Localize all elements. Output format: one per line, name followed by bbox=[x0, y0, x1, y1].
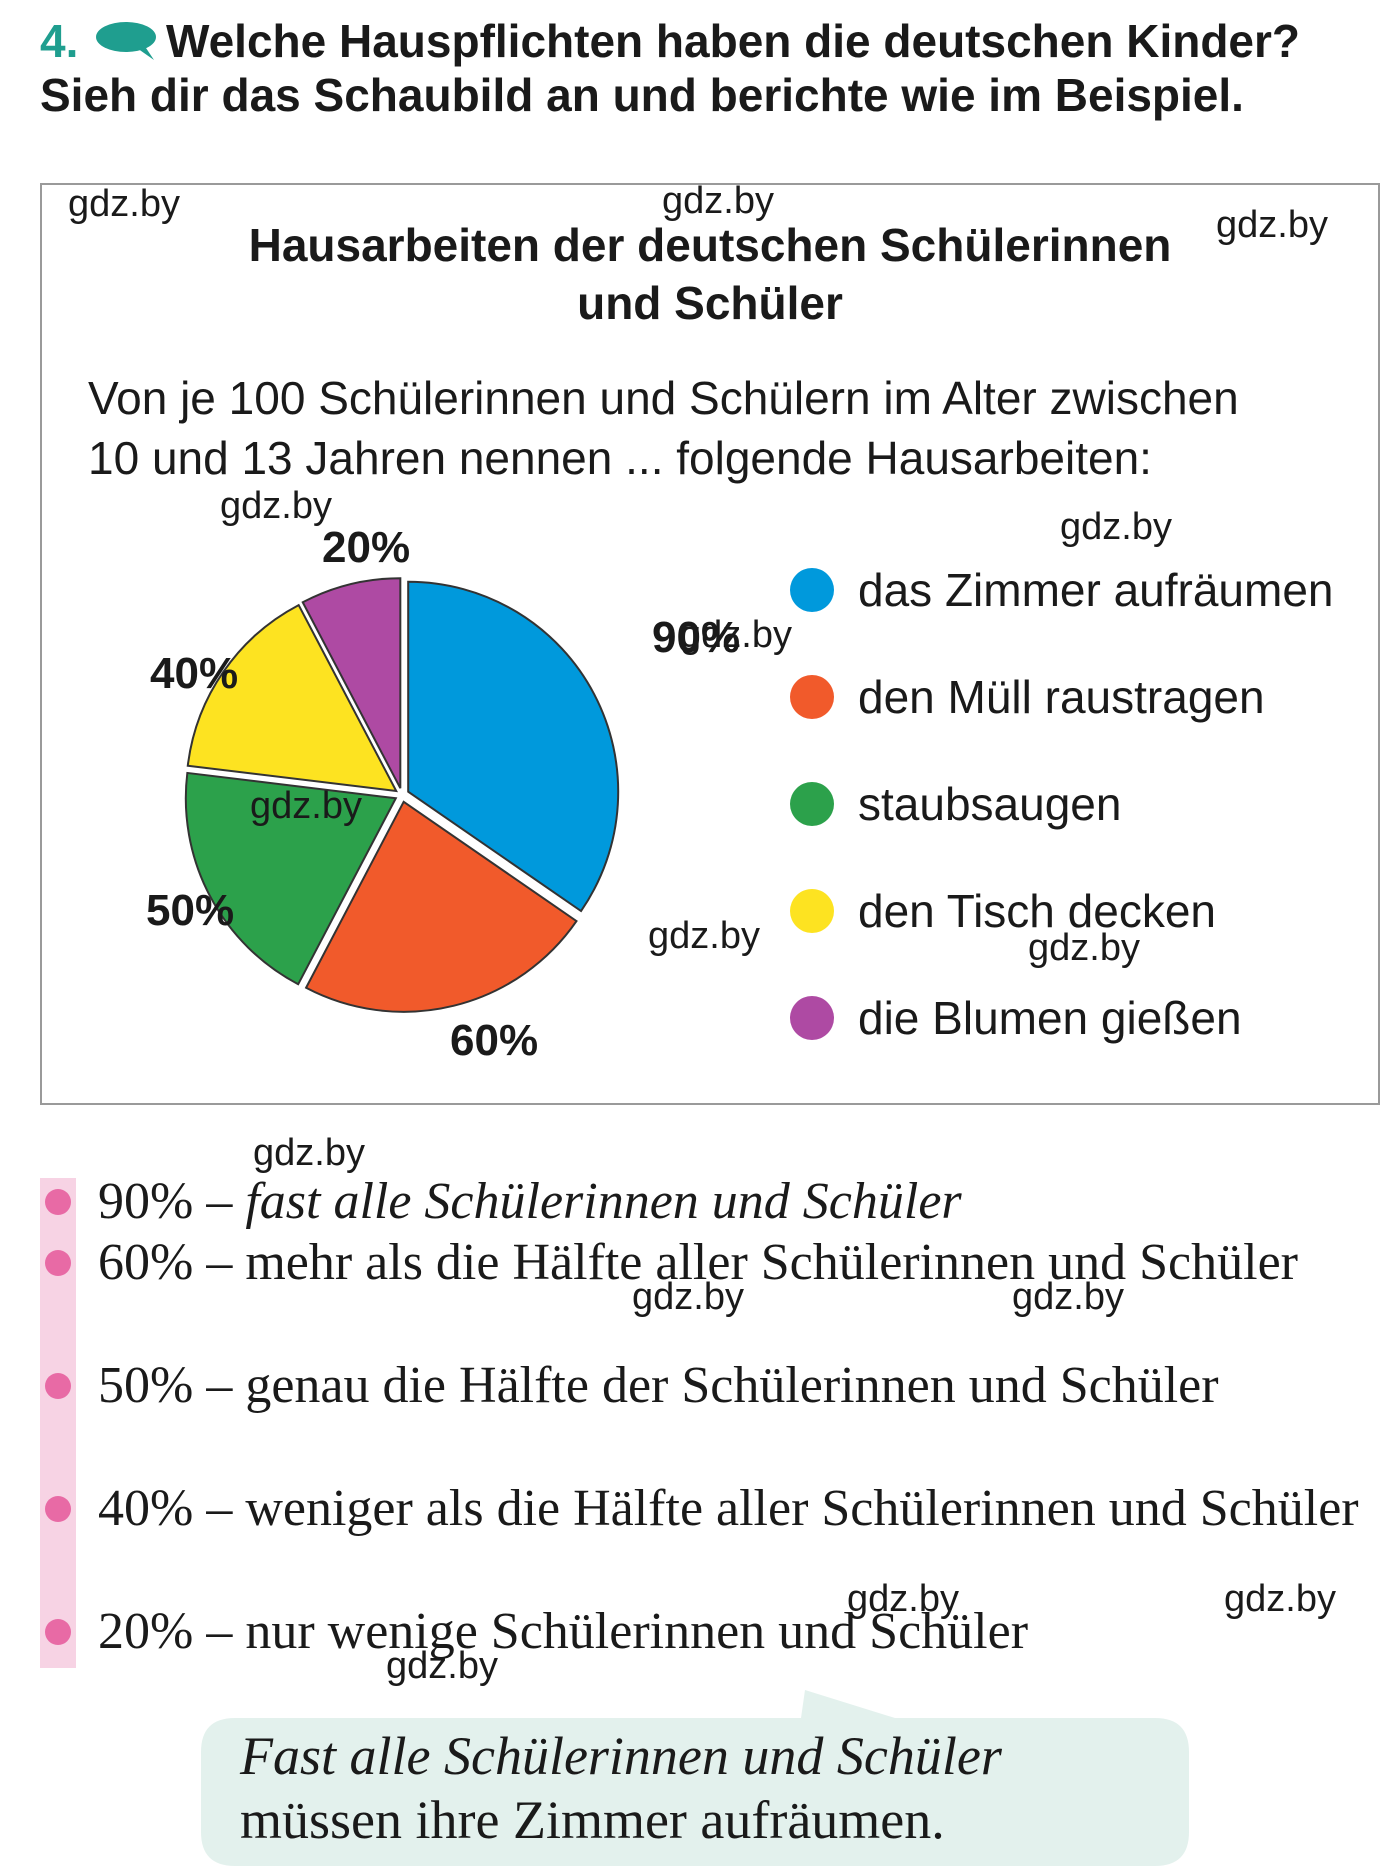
list-item-text: genau die Hälfte der Schülerinnen und Sc… bbox=[245, 1357, 1219, 1414]
list-item-dash: – bbox=[206, 1480, 233, 1537]
watermark: gdz.by bbox=[1012, 1276, 1124, 1318]
list-item-percent: 60% bbox=[98, 1234, 194, 1291]
list-bullet bbox=[45, 1189, 71, 1215]
legend-swatch bbox=[790, 889, 834, 933]
task-question: Welche Hauspflichten haben die deutschen… bbox=[166, 15, 1301, 67]
watermark: gdz.by bbox=[847, 1578, 959, 1620]
legend-swatch bbox=[790, 675, 834, 719]
watermark: gdz.by bbox=[632, 1276, 744, 1318]
pie-value-label: 90% bbox=[652, 613, 740, 662]
list-bullet bbox=[45, 1619, 71, 1645]
watermark: gdz.by bbox=[250, 785, 362, 827]
list-bullet bbox=[45, 1250, 71, 1276]
task-number: 4. bbox=[40, 15, 79, 67]
list-item-dash: – bbox=[206, 1173, 233, 1230]
legend-label: die Blumen gießen bbox=[858, 992, 1242, 1044]
list-item: 60% – mehr als die Hälfte aller Schüleri… bbox=[98, 1232, 1381, 1293]
task-instruction: Sieh dir das Schaubild an und berichte w… bbox=[40, 69, 1244, 121]
pie-value-label: 60% bbox=[450, 1016, 538, 1065]
watermark: gdz.by bbox=[680, 614, 792, 656]
example-sentence: Fast alle Schülerinnen und Schüler müsse… bbox=[240, 1724, 1160, 1852]
pie-chart: 90% 60% 50% 40% 20% bbox=[146, 523, 740, 1065]
pie-value-label: 40% bbox=[150, 649, 238, 698]
watermark: gdz.by bbox=[1060, 506, 1172, 548]
chart-subtitle: Von je 100 Schülerinnen und Schülern im … bbox=[88, 368, 1378, 488]
list-item-percent: 20% bbox=[98, 1603, 194, 1660]
list-item-percent: 40% bbox=[98, 1480, 194, 1537]
legend-item: die Blumen gießen bbox=[790, 988, 1242, 1048]
list-item-dash: – bbox=[206, 1603, 233, 1660]
watermark: gdz.by bbox=[662, 180, 774, 222]
legend-item: den Müll raustragen bbox=[790, 667, 1265, 727]
chart-title: Hausarbeiten der deutschen Schülerinnen … bbox=[40, 216, 1380, 332]
list-item-dash: – bbox=[206, 1357, 233, 1414]
list-item-percent: 90% bbox=[98, 1173, 194, 1230]
pie-slice-3 bbox=[184, 771, 398, 986]
list-item-dash: – bbox=[206, 1234, 233, 1291]
example-line1: Fast alle Schülerinnen und Schüler bbox=[240, 1726, 1002, 1786]
chart-title-line2: und Schüler bbox=[577, 277, 843, 329]
pie-value-label: 50% bbox=[146, 886, 234, 935]
legend-label: den Müll raustragen bbox=[858, 671, 1265, 723]
legend-item: das Zimmer aufräumen bbox=[790, 560, 1334, 620]
chart-title-line1: Hausarbeiten der deutschen Schülerinnen bbox=[248, 219, 1172, 271]
list-item-percent: 50% bbox=[98, 1357, 194, 1414]
watermark: gdz.by bbox=[220, 485, 332, 527]
legend-label: staubsaugen bbox=[858, 778, 1122, 830]
legend-label: das Zimmer aufräumen bbox=[858, 564, 1334, 616]
speech-bubble-icon bbox=[96, 22, 156, 60]
list-item-text: weniger als die Hälfte aller Schülerinne… bbox=[245, 1480, 1359, 1537]
list-item: 20% – nur wenige Schülerinnen und Schüle… bbox=[98, 1601, 1381, 1662]
list-item: 40% – weniger als die Hälfte aller Schül… bbox=[98, 1478, 1381, 1539]
legend-item: staubsaugen bbox=[790, 774, 1121, 834]
watermark: gdz.by bbox=[1224, 1578, 1336, 1620]
legend-item: den Tisch decken bbox=[790, 881, 1216, 941]
list-bullet bbox=[45, 1373, 71, 1399]
legend-swatch bbox=[790, 568, 834, 612]
list-item-text: fast alle Schülerinnen und Schüler bbox=[245, 1173, 962, 1230]
pie-slice-5 bbox=[301, 577, 402, 789]
example-speech-bubble bbox=[201, 1690, 1189, 1866]
list-item: 50% – genau die Hälfte der Schülerinnen … bbox=[98, 1355, 1381, 1416]
watermark: gdz.by bbox=[1216, 204, 1328, 246]
list-item: 90% – fast alle Schülerinnen und Schüler bbox=[98, 1171, 1381, 1232]
watermark: gdz.by bbox=[648, 915, 760, 957]
pie-value-label: 20% bbox=[322, 523, 410, 572]
list-item-text: nur wenige Schülerinnen und Schüler bbox=[245, 1603, 1029, 1660]
list-bullet bbox=[45, 1496, 71, 1522]
chart-subtitle-line2: 10 und 13 Jahren nennen ... folgende Hau… bbox=[88, 432, 1152, 484]
example-line2: müssen ihre Zimmer aufräumen. bbox=[240, 1790, 945, 1850]
legend-label: den Tisch decken bbox=[858, 885, 1217, 937]
legend-swatch bbox=[790, 996, 834, 1040]
pie-slice-2 bbox=[304, 800, 578, 1013]
list-item-text: mehr als die Hälfte aller Schülerinnen u… bbox=[245, 1234, 1298, 1291]
legend-swatch bbox=[790, 782, 834, 826]
chart-subtitle-line1: Von je 100 Schülerinnen und Schülern im … bbox=[88, 372, 1239, 424]
watermark: gdz.by bbox=[1028, 927, 1140, 969]
pie-slice-4 bbox=[186, 603, 399, 793]
pie-slice-1 bbox=[407, 580, 620, 913]
chart-frame bbox=[40, 183, 1380, 1105]
watermark: gdz.by bbox=[386, 1645, 498, 1687]
watermark: gdz.by bbox=[253, 1132, 365, 1174]
watermark: gdz.by bbox=[68, 183, 180, 225]
